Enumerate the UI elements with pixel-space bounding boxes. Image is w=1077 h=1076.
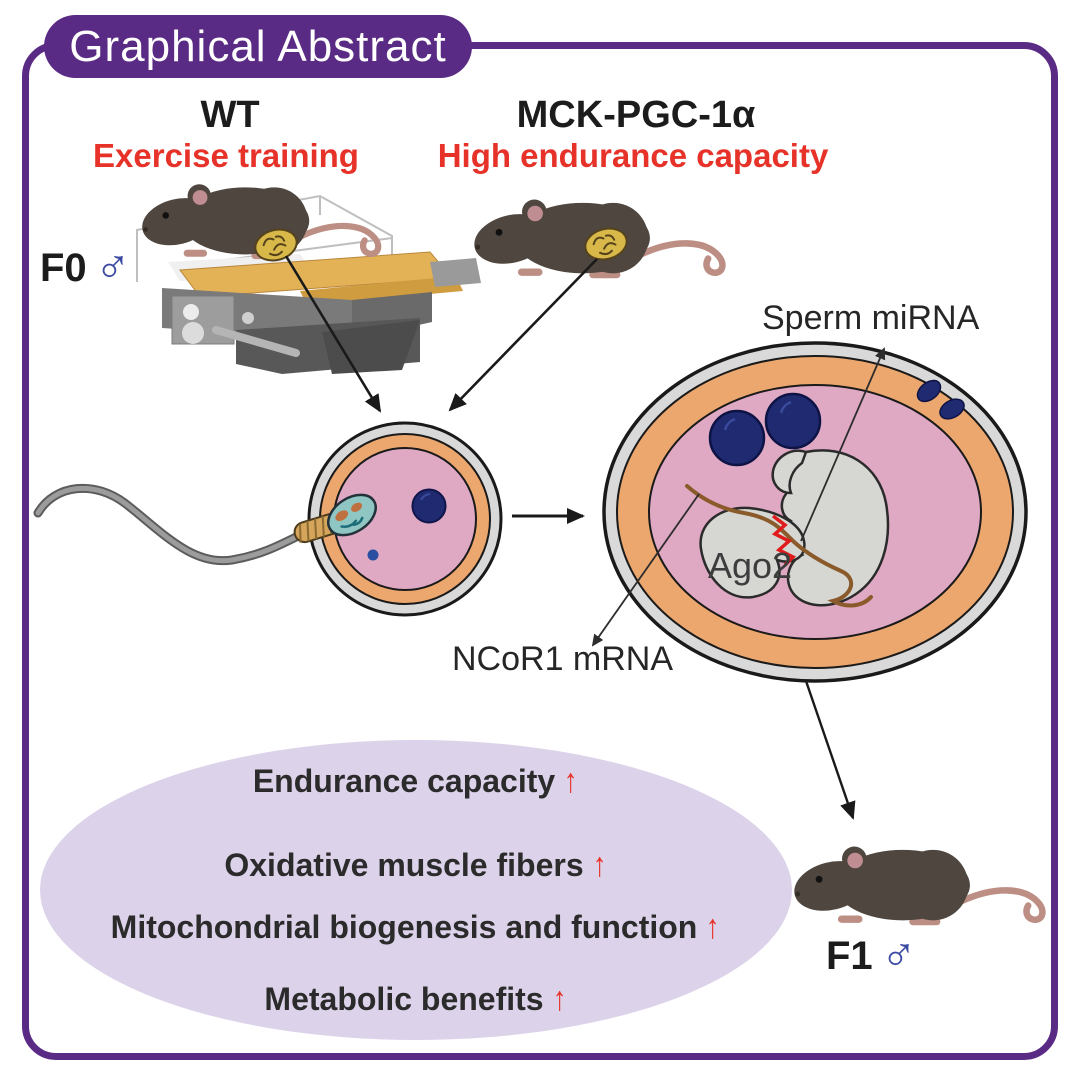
fertilized-egg bbox=[307, 421, 503, 617]
ago2-label: Ago2 bbox=[708, 545, 793, 586]
sperm-mirna-label: Sperm miRNA bbox=[762, 299, 980, 337]
outcome-text: Mitochondrial biogenesis and function bbox=[110, 908, 698, 945]
up-arrow-icon: ↑ bbox=[552, 979, 566, 1018]
outcome-endurance-capacity: Endurance capacity ↑ bbox=[40, 760, 792, 802]
ncor1-mrna-label: NCoR1 mRNA bbox=[452, 640, 674, 678]
up-arrow-icon: ↑ bbox=[592, 845, 606, 884]
f1-text: F1 bbox=[826, 933, 873, 978]
outcome-oxidative-fibers: Oxidative muscle fibers ↑ bbox=[40, 844, 792, 886]
sperm-mirna-strand bbox=[771, 514, 796, 567]
up-arrow-icon: ↑ bbox=[563, 761, 578, 800]
treadmill-dial bbox=[182, 322, 204, 344]
mck-group-title: MCK-PGC-1α bbox=[516, 94, 756, 136]
polar-body-1 bbox=[916, 379, 942, 403]
sperm-head bbox=[327, 493, 377, 537]
wt-group-title: WT bbox=[200, 94, 260, 136]
outcome-text: Oxidative muscle fibers bbox=[224, 846, 584, 883]
pronucleus-1 bbox=[708, 409, 766, 467]
figure-title-pill: Graphical Abstract bbox=[44, 15, 472, 78]
pronucleus-2 bbox=[764, 392, 822, 450]
arrow-wt-to-egg bbox=[284, 255, 382, 413]
ncor1-mrna-strand bbox=[685, 484, 873, 608]
treadmill-belt-edge bbox=[300, 276, 463, 305]
egg-small-body bbox=[367, 549, 379, 561]
mck-group-subtitle: High endurance capacity bbox=[437, 137, 829, 174]
male-symbol-icon: ♂ bbox=[94, 241, 131, 294]
f1-generation-label: F1 ♂ bbox=[826, 932, 917, 980]
outcomes-ellipse bbox=[40, 740, 792, 1040]
zygote bbox=[602, 341, 1028, 683]
treadmill-base-fin bbox=[322, 320, 420, 374]
figure-title: Graphical Abstract bbox=[69, 21, 447, 71]
outcome-text: Endurance capacity bbox=[252, 762, 556, 799]
sperm bbox=[33, 483, 377, 566]
male-symbol-icon: ♂ bbox=[880, 929, 917, 982]
arrow-mck-to-egg bbox=[448, 258, 598, 412]
figure-border bbox=[22, 42, 1058, 1060]
treadmill bbox=[136, 194, 481, 374]
arrow-zygote-to-f1 bbox=[804, 680, 856, 820]
treadmill-handle bbox=[212, 326, 300, 357]
pointer-sperm-mirna bbox=[800, 347, 886, 542]
f0-generation-label: F0 ♂ bbox=[40, 244, 131, 292]
treadmill-button bbox=[183, 304, 199, 320]
polar-body-2 bbox=[939, 398, 965, 420]
outcome-text: Metabolic benefits bbox=[264, 980, 544, 1017]
egg-nucleus bbox=[411, 488, 447, 524]
treadmill-knob bbox=[242, 312, 254, 324]
pointer-ncor1-mrna bbox=[591, 493, 700, 647]
f0-text: F0 bbox=[40, 245, 87, 290]
sperm-tail bbox=[35, 485, 307, 564]
up-arrow-icon: ↑ bbox=[706, 907, 720, 946]
treadmill-step bbox=[430, 258, 481, 287]
outcome-metabolic: Metabolic benefits ↑ bbox=[40, 978, 792, 1020]
wt-group-subtitle: Exercise training bbox=[93, 137, 359, 174]
outcome-mitochondrial: Mitochondrial biogenesis and function ↑ bbox=[40, 906, 792, 948]
